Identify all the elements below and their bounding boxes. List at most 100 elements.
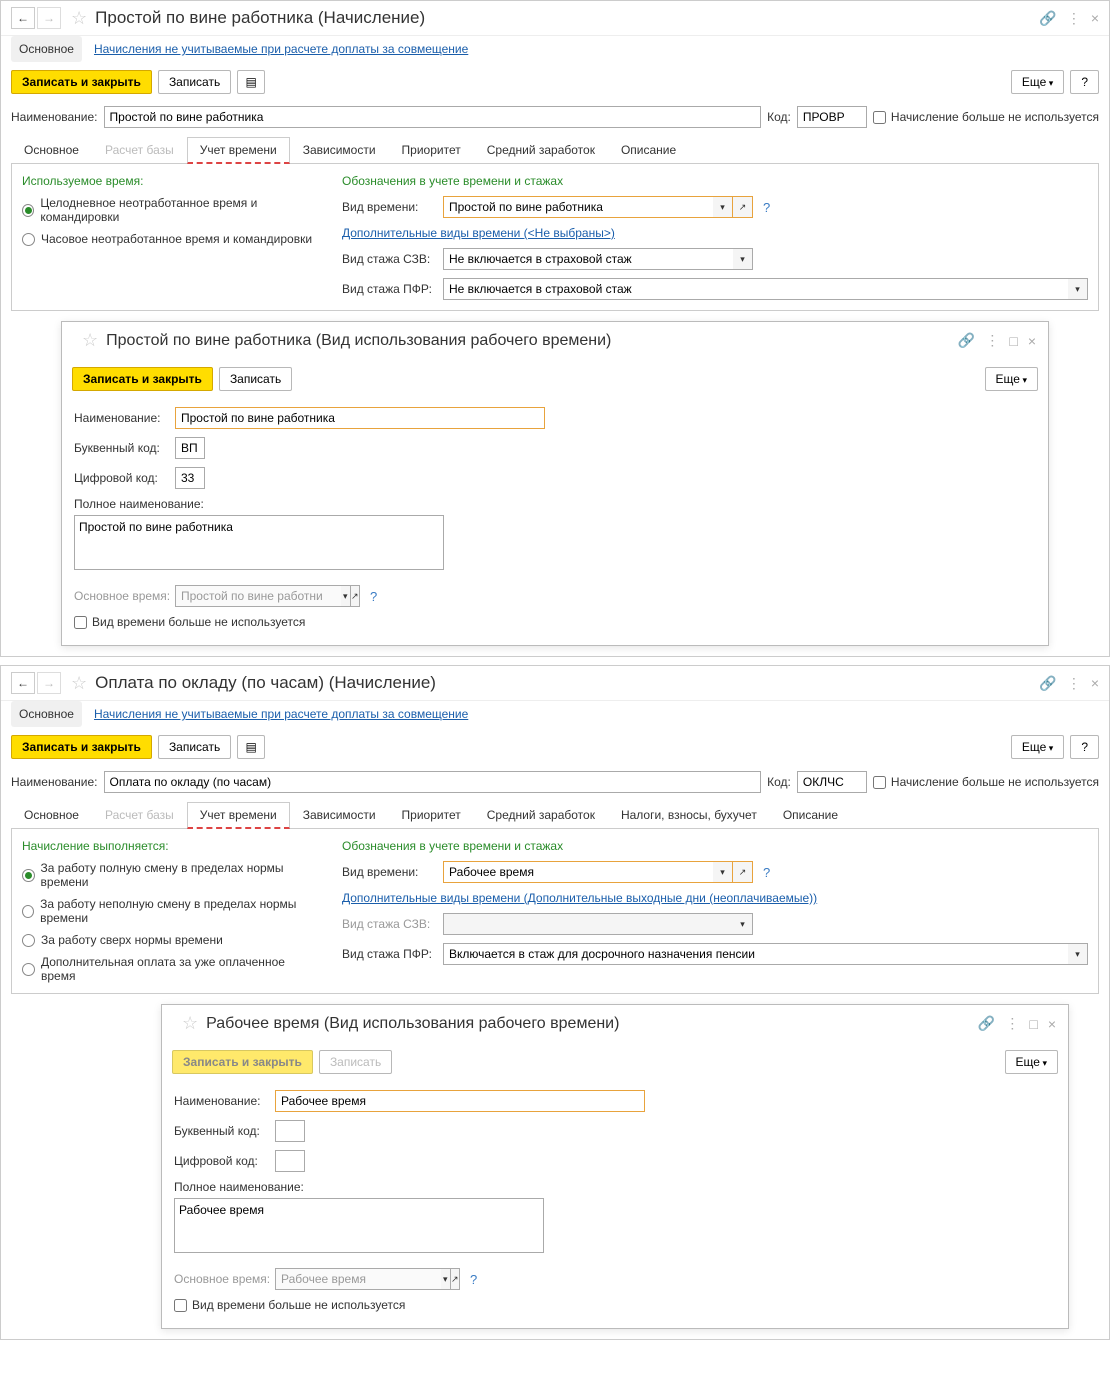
nav-tab-link[interactable]: Начисления не учитываемые при расчете до…: [86, 701, 476, 727]
list-icon-button[interactable]: ▤: [237, 735, 265, 759]
open-icon[interactable]: ↗: [733, 861, 753, 883]
name-input[interactable]: [104, 771, 762, 793]
menu-icon[interactable]: ⋮: [1005, 1015, 1019, 1032]
close-icon[interactable]: ×: [1091, 10, 1099, 26]
tab-avg[interactable]: Средний заработок: [474, 137, 608, 164]
save-close-button[interactable]: Записать и закрыть: [11, 735, 152, 759]
radio-partial-shift[interactable]: [22, 905, 34, 918]
tab-avg[interactable]: Средний заработок: [474, 802, 608, 829]
link-icon[interactable]: 🔗: [958, 332, 975, 349]
tab-priority[interactable]: Приоритет: [389, 802, 474, 829]
help-button[interactable]: ?: [1070, 70, 1099, 94]
name-input[interactable]: [175, 407, 545, 429]
not-used-checkbox[interactable]: [873, 776, 886, 789]
nav-forward-button[interactable]: →: [37, 672, 61, 694]
save-button[interactable]: Записать: [158, 70, 231, 94]
tab-tax[interactable]: Налоги, взносы, бухучет: [608, 802, 770, 829]
name-input[interactable]: [104, 106, 762, 128]
open-icon[interactable]: ↗: [733, 196, 753, 218]
dropdown-icon[interactable]: ▾: [733, 248, 753, 270]
close-icon[interactable]: ×: [1028, 333, 1036, 349]
tab-main[interactable]: Основное: [11, 137, 92, 164]
more-button[interactable]: Еще: [1005, 1050, 1058, 1074]
pfr-input[interactable]: [443, 278, 1068, 300]
pfr-label: Вид стажа ПФР:: [342, 282, 437, 296]
dropdown-icon[interactable]: ▾: [1068, 943, 1088, 965]
name-label: Наименование:: [174, 1094, 269, 1108]
close-icon[interactable]: ×: [1091, 675, 1099, 691]
digit-input[interactable]: [275, 1150, 305, 1172]
not-used-checkbox[interactable]: [74, 616, 87, 629]
save-close-button[interactable]: Записать и закрыть: [11, 70, 152, 94]
full-textarea[interactable]: [74, 515, 444, 570]
window-header: ← → ☆ Оплата по окладу (по часам) (Начис…: [1, 666, 1109, 701]
not-used-checkbox[interactable]: [174, 1299, 187, 1312]
code-input[interactable]: [797, 106, 867, 128]
link-icon[interactable]: 🔗: [978, 1015, 995, 1032]
full-textarea[interactable]: [174, 1198, 544, 1253]
radio-fullday[interactable]: [22, 204, 34, 217]
menu-icon[interactable]: ⋮: [985, 332, 999, 349]
time-type-input[interactable]: [443, 196, 713, 218]
tab-desc[interactable]: Описание: [770, 802, 851, 829]
list-icon-button[interactable]: ▤: [237, 70, 265, 94]
menu-icon[interactable]: ⋮: [1067, 10, 1081, 27]
more-button[interactable]: Еще: [1011, 735, 1064, 759]
dropdown-icon[interactable]: ▾: [713, 196, 733, 218]
radio-additional[interactable]: [22, 963, 35, 976]
tab-deps[interactable]: Зависимости: [290, 137, 389, 164]
favorite-star-icon[interactable]: ☆: [71, 673, 87, 694]
code-input[interactable]: [797, 771, 867, 793]
more-button[interactable]: Еще: [1011, 70, 1064, 94]
help-icon[interactable]: ?: [763, 200, 770, 215]
letter-input[interactable]: [175, 437, 205, 459]
link-icon[interactable]: 🔗: [1039, 10, 1056, 27]
more-button[interactable]: Еще: [985, 367, 1038, 391]
close-icon[interactable]: ×: [1048, 1016, 1056, 1032]
save-button[interactable]: Записать: [158, 735, 231, 759]
maximize-icon[interactable]: □: [1029, 1016, 1037, 1032]
not-used-checkbox[interactable]: [873, 111, 886, 124]
digit-input[interactable]: [175, 467, 205, 489]
maximize-icon[interactable]: □: [1009, 333, 1017, 349]
link-icon[interactable]: 🔗: [1039, 675, 1056, 692]
nav-tab-link[interactable]: Начисления не учитываемые при расчете до…: [86, 36, 476, 62]
tab-deps[interactable]: Зависимости: [290, 802, 389, 829]
full-label: Полное наименование:: [174, 1180, 1056, 1194]
dropdown-icon[interactable]: ▾: [713, 861, 733, 883]
help-icon[interactable]: ?: [370, 589, 377, 604]
tab-main[interactable]: Основное: [11, 802, 92, 829]
help-icon[interactable]: ?: [470, 1272, 477, 1287]
nav-forward-button[interactable]: →: [37, 7, 61, 29]
help-icon[interactable]: ?: [763, 865, 770, 880]
help-button[interactable]: ?: [1070, 735, 1099, 759]
favorite-star-icon[interactable]: ☆: [71, 8, 87, 29]
nav-tab-main[interactable]: Основное: [11, 701, 82, 727]
accrual-window-2: ← → ☆ Оплата по окладу (по часам) (Начис…: [0, 665, 1110, 1340]
letter-input[interactable]: [275, 1120, 305, 1142]
nav-back-button[interactable]: ←: [11, 672, 35, 694]
tab-desc[interactable]: Описание: [608, 137, 689, 164]
save-close-button[interactable]: Записать и закрыть: [72, 367, 213, 391]
additional-time-link[interactable]: Дополнительные виды времени (<Не выбраны…: [342, 226, 1088, 240]
tab-time[interactable]: Учет времени: [187, 137, 290, 164]
radio-hourly[interactable]: [22, 233, 35, 246]
save-button[interactable]: Записать: [219, 367, 292, 391]
radio-full-shift[interactable]: [22, 869, 35, 882]
name-input[interactable]: [275, 1090, 645, 1112]
pfr-input[interactable]: [443, 943, 1068, 965]
dropdown-icon[interactable]: ▾: [1068, 278, 1088, 300]
tab-priority[interactable]: Приоритет: [389, 137, 474, 164]
tab-time[interactable]: Учет времени: [187, 802, 290, 829]
save-close-button[interactable]: Записать и закрыть: [172, 1050, 313, 1074]
favorite-star-icon[interactable]: ☆: [82, 330, 98, 351]
additional-time-link[interactable]: Дополнительные виды времени (Дополнитель…: [342, 891, 1088, 905]
szv-input[interactable]: [443, 248, 733, 270]
time-type-input[interactable]: [443, 861, 713, 883]
nav-tab-main[interactable]: Основное: [11, 36, 82, 62]
radio-overtime[interactable]: [22, 934, 35, 947]
menu-icon[interactable]: ⋮: [1067, 675, 1081, 692]
code-label: Код:: [767, 110, 791, 124]
nav-back-button[interactable]: ←: [11, 7, 35, 29]
favorite-star-icon[interactable]: ☆: [182, 1013, 198, 1034]
